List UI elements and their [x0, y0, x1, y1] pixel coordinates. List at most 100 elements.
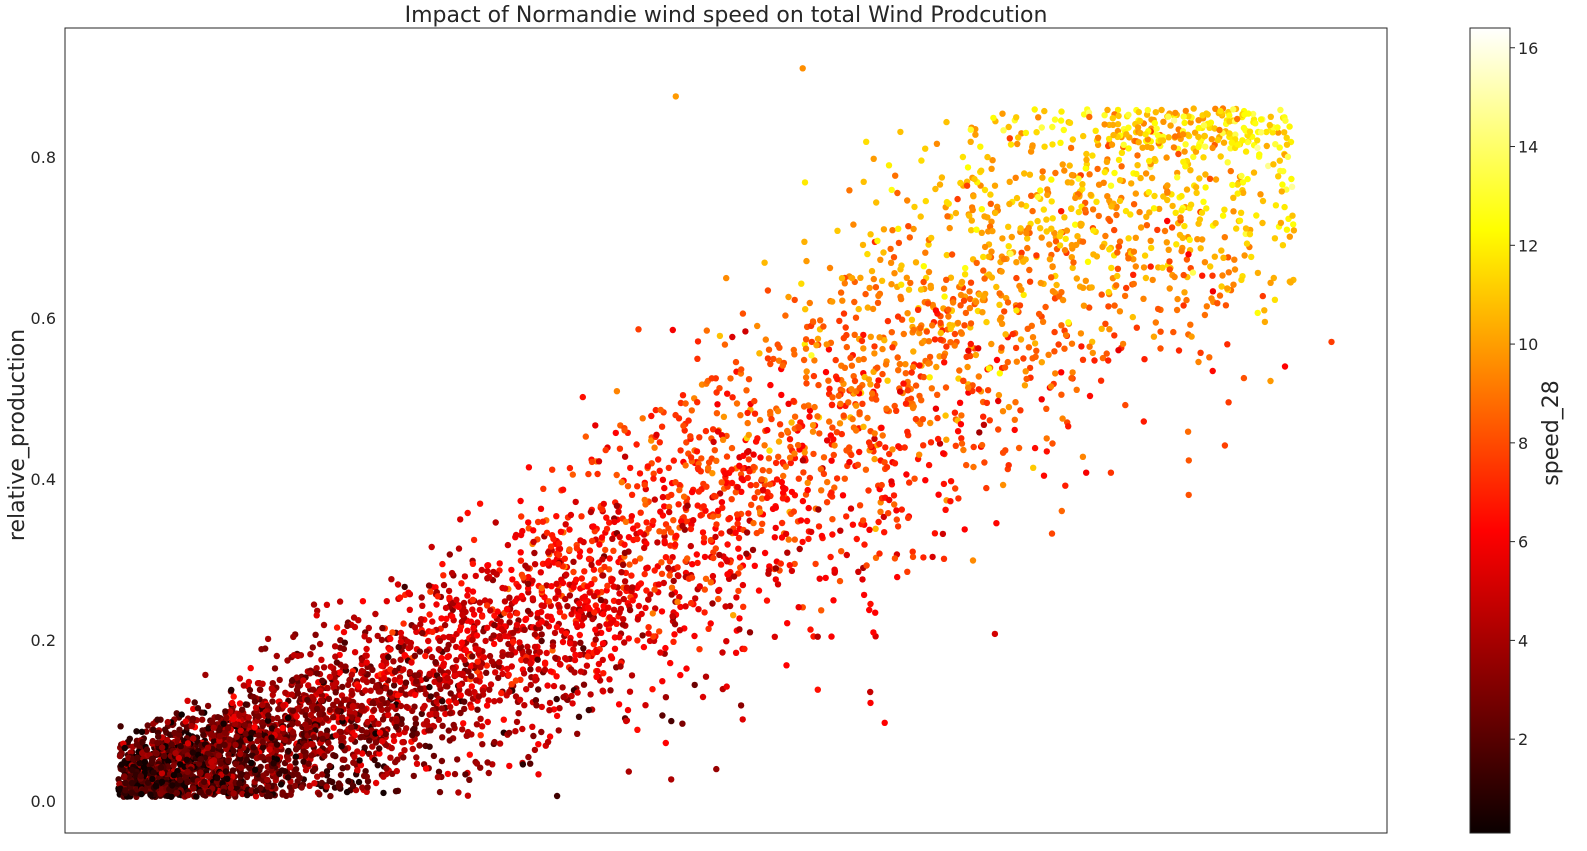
- scatter-point: [397, 702, 405, 710]
- scatter-point: [1211, 253, 1219, 260]
- scatter-point: [1148, 174, 1156, 182]
- scatter-point: [457, 709, 464, 717]
- scatter-point: [1047, 383, 1055, 390]
- scatter-point: [493, 571, 500, 578]
- scatter-point: [909, 553, 917, 561]
- scatter-point: [224, 725, 232, 732]
- scatter-point: [1116, 197, 1124, 205]
- scatter-point: [613, 471, 620, 479]
- scatter-point: [972, 131, 979, 138]
- scatter-point: [1103, 350, 1110, 357]
- scatter-point: [484, 562, 491, 569]
- scatter-point: [794, 441, 802, 449]
- scatter-point: [925, 360, 932, 367]
- scatter-point: [339, 765, 346, 772]
- scatter-point: [172, 750, 179, 757]
- scatter-point: [657, 649, 664, 656]
- scatter-point: [1105, 135, 1113, 143]
- scatter-point: [943, 436, 950, 443]
- scatter-point: [619, 621, 627, 628]
- scatter-point: [826, 418, 833, 425]
- scatter-point: [711, 447, 718, 454]
- scatter-point: [620, 595, 627, 603]
- scatter-point: [883, 464, 891, 471]
- scatter-point: [1212, 220, 1219, 227]
- scatter-point: [828, 489, 835, 496]
- scatter-point: [873, 396, 880, 403]
- scatter-point: [700, 503, 707, 510]
- scatter-point: [1037, 187, 1044, 194]
- scatter-point: [737, 412, 744, 419]
- scatter-point: [940, 285, 948, 292]
- scatter-point: [885, 510, 892, 517]
- scatter-point: [880, 513, 887, 521]
- scatter-point: [1164, 189, 1171, 196]
- scatter-point: [831, 484, 838, 491]
- scatter-point: [923, 328, 930, 335]
- scatter-point: [816, 575, 823, 582]
- scatter-point: [702, 575, 710, 582]
- scatter-point: [559, 684, 566, 691]
- scatter-point: [513, 718, 521, 726]
- scatter-point: [1148, 144, 1155, 152]
- scatter-point: [460, 599, 468, 607]
- scatter-point: [1011, 426, 1018, 434]
- scatter-point: [220, 720, 227, 727]
- scatter-point: [825, 346, 833, 353]
- scatter-point: [978, 206, 985, 213]
- scatter-point: [988, 218, 995, 225]
- scatter-point: [956, 399, 964, 406]
- scatter-point: [246, 764, 253, 771]
- scatter-point: [947, 325, 954, 333]
- scatter-point: [668, 776, 675, 783]
- scatter-point: [941, 293, 948, 300]
- scatter-point: [1083, 156, 1090, 163]
- scatter-point: [574, 730, 581, 737]
- scatter-point: [1058, 108, 1065, 115]
- scatter-point: [369, 743, 376, 750]
- scatter-point: [279, 724, 286, 732]
- scatter-point: [395, 643, 402, 651]
- scatter-point: [790, 508, 797, 515]
- scatter-point: [141, 758, 149, 766]
- scatter-point: [1150, 205, 1158, 212]
- scatter-point: [947, 498, 954, 505]
- scatter-point: [1240, 189, 1247, 196]
- scatter-point: [165, 757, 172, 765]
- scatter-point: [1172, 109, 1179, 117]
- scatter-point: [431, 678, 438, 685]
- scatter-point: [606, 519, 613, 526]
- scatter-point: [1037, 279, 1045, 287]
- scatter-point: [501, 598, 509, 605]
- scatter-point: [676, 486, 683, 494]
- scatter-point: [1159, 264, 1166, 271]
- scatter-point: [280, 702, 287, 709]
- scatter-point: [912, 415, 920, 423]
- scatter-point: [1224, 159, 1231, 166]
- scatter-point: [825, 377, 832, 384]
- scatter-point: [1180, 271, 1187, 279]
- scatter-point: [1065, 423, 1072, 430]
- scatter-point: [354, 748, 361, 755]
- scatter-point: [1202, 184, 1209, 191]
- scatter-point: [496, 740, 504, 747]
- scatter-point: [263, 702, 271, 710]
- scatter-point: [451, 672, 458, 679]
- scatter-point: [1130, 248, 1138, 255]
- scatter-point: [975, 373, 982, 380]
- scatter-point: [364, 718, 371, 726]
- scatter-point: [1030, 464, 1037, 471]
- scatter-point: [967, 340, 974, 348]
- scatter-point: [412, 715, 419, 722]
- scatter-point: [991, 182, 999, 189]
- scatter-point: [788, 488, 796, 496]
- scatter-point: [846, 187, 853, 194]
- scatter-point: [630, 525, 637, 532]
- scatter-point: [1176, 231, 1184, 239]
- scatter-point: [1203, 110, 1210, 117]
- scatter-point: [834, 227, 841, 234]
- scatter-point: [759, 520, 766, 527]
- scatter-point: [485, 697, 492, 704]
- scatter-point: [668, 491, 675, 499]
- scatter-point: [707, 620, 714, 627]
